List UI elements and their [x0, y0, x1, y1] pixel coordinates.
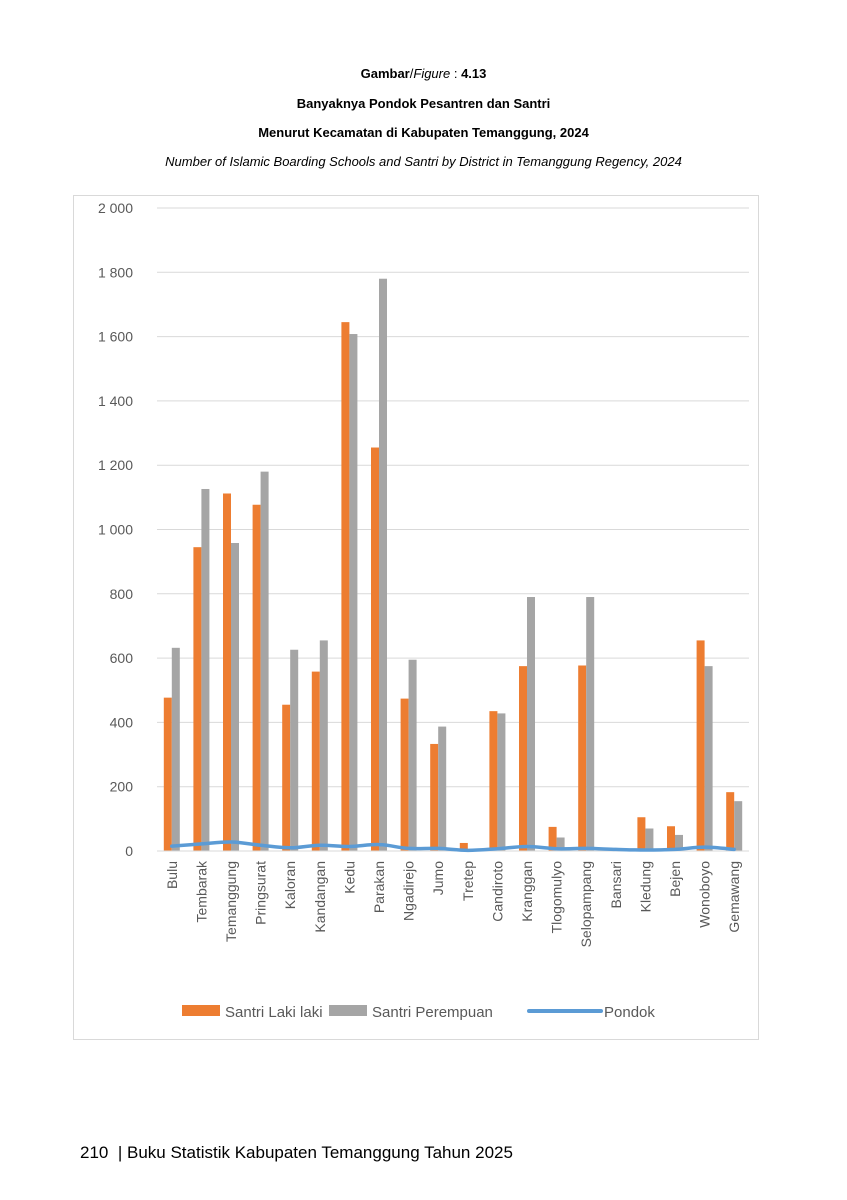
x-tick-label: Gemawang	[726, 861, 742, 933]
bar-santri-perempuan	[319, 640, 328, 851]
x-tick-label: Tretep	[460, 861, 476, 901]
bar-santri-laki-laki	[696, 640, 705, 851]
x-tick-label: Selopampang	[578, 861, 594, 947]
bar-santri-laki-laki	[489, 711, 498, 851]
bar-santri-laki-laki	[252, 504, 261, 851]
y-tick-label: 1 400	[98, 393, 133, 409]
legend-label: Pondok	[604, 1004, 655, 1021]
y-tick-label: 1 800	[98, 264, 133, 280]
y-tick-label: 1 200	[98, 457, 133, 473]
bar-santri-perempuan	[734, 801, 743, 851]
legend-swatch	[182, 1005, 220, 1016]
x-tick-label: Candiroto	[489, 861, 505, 922]
x-tick-label: Tembarak	[193, 860, 209, 922]
bar-santri-laki-laki	[341, 322, 350, 851]
bar-santri-perempuan	[171, 647, 180, 851]
bar-santri-laki-laki	[311, 671, 320, 851]
footer-divider: |	[117, 1143, 123, 1162]
bar-santri-perempuan	[438, 726, 447, 851]
y-tick-label: 200	[110, 779, 134, 795]
figure-label-italic: Figure	[413, 66, 451, 81]
bar-santri-perempuan	[645, 828, 654, 851]
x-tick-label: Kaloran	[282, 861, 298, 909]
bar-santri-perempuan	[408, 659, 417, 851]
figure-number: 4.13	[461, 66, 487, 81]
chart-container: 0 200 400 600 800 1 000 1 200 1 400 1 600 1 800 2 …	[73, 195, 759, 1040]
book-title: Buku Statistik Kabupaten Temanggung Tahu…	[126, 1143, 513, 1162]
legend-label: Santri Laki laki	[225, 1004, 323, 1021]
x-tick-label: Kledung	[637, 861, 653, 912]
y-tick-label: 1 000	[98, 522, 133, 538]
x-tick-label: Bansari	[608, 861, 624, 908]
x-tick-label: Kedu	[341, 861, 357, 894]
bar-santri-perempuan	[379, 278, 387, 852]
figure-label-bold: Gambar	[360, 66, 410, 81]
bar-santri-laki-laki	[726, 792, 735, 851]
x-tick-label: Temanggung	[223, 861, 239, 942]
x-tick-label: Pringsurat	[253, 861, 269, 925]
figure-label: Gambar/Figure : 4.13	[360, 66, 487, 81]
x-tick-label: Kandangan	[312, 861, 328, 933]
y-tick-label: 800	[110, 586, 134, 602]
bar-santri-laki-laki	[637, 817, 646, 851]
figure-title-english: Number of Islamic Boarding Schools and S…	[165, 154, 682, 169]
x-tick-label: Wonoboyo	[697, 861, 713, 928]
bar-santri-perempuan	[497, 713, 506, 851]
bar-santri-perempuan	[260, 471, 269, 851]
bar-santri-laki-laki	[548, 826, 557, 851]
x-tick-label: Ngadirejo	[401, 861, 417, 921]
x-tick-label: Bejen	[667, 861, 683, 897]
chart-svg: 0 200 400 600 800 1 000 1 200 1 400 1 600 1 800 2 …	[98, 200, 749, 1021]
bar-santri-perempuan	[586, 597, 595, 851]
bar-santri-perempuan	[349, 334, 358, 851]
bar-santri-laki-laki	[371, 447, 379, 851]
figure-title-line1: Banyaknya Pondok Pesantren dan Santri	[296, 96, 551, 111]
y-tick-label: 1 600	[98, 329, 133, 345]
x-tick-label: Kranggan	[519, 861, 535, 922]
bar-santri-perempuan	[704, 666, 713, 851]
legend-label: Santri Perempuan	[372, 1004, 493, 1021]
bar-santri-perempuan	[201, 488, 210, 851]
x-tick-label: Bulu	[164, 861, 180, 889]
bar-santri-laki-laki	[163, 697, 172, 851]
y-tick-label: 600	[110, 650, 134, 666]
x-tick-label: Parakan	[371, 861, 387, 913]
bar-santri-laki-laki	[667, 826, 675, 851]
y-tick-label: 0	[125, 843, 133, 859]
bar-santri-laki-laki	[519, 666, 527, 851]
figure-title-line2: Menurut Kecamatan di Kabupaten Temanggun…	[258, 125, 589, 140]
bar-santri-perempuan	[556, 837, 565, 851]
bar-santri-laki-laki	[282, 704, 291, 851]
x-tick-label: Jumo	[430, 861, 446, 895]
bar-santri-perempuan	[527, 597, 535, 851]
bar-santri-perempuan	[231, 543, 239, 851]
y-tick-label: 2 000	[98, 200, 133, 216]
page-number: 210	[80, 1143, 109, 1162]
bar-santri-laki-laki	[223, 493, 231, 851]
y-tick-label: 400	[110, 714, 134, 730]
bar-santri-laki-laki	[193, 547, 202, 851]
bar-santri-laki-laki	[578, 665, 587, 851]
legend-swatch	[329, 1005, 367, 1016]
page-footer: 210 | Buku Statistik Kabupaten Temanggun…	[80, 1143, 513, 1163]
bar-santri-laki-laki	[400, 698, 409, 851]
bar-santri-laki-laki	[459, 842, 468, 851]
bar-santri-laki-laki	[430, 743, 439, 851]
x-tick-label: Tlogomulyo	[549, 861, 565, 934]
figure-label-separator: :	[450, 66, 462, 81]
bar-santri-perempuan	[675, 834, 683, 851]
line-pondok	[170, 840, 736, 853]
bar-santri-perempuan	[290, 649, 299, 851]
